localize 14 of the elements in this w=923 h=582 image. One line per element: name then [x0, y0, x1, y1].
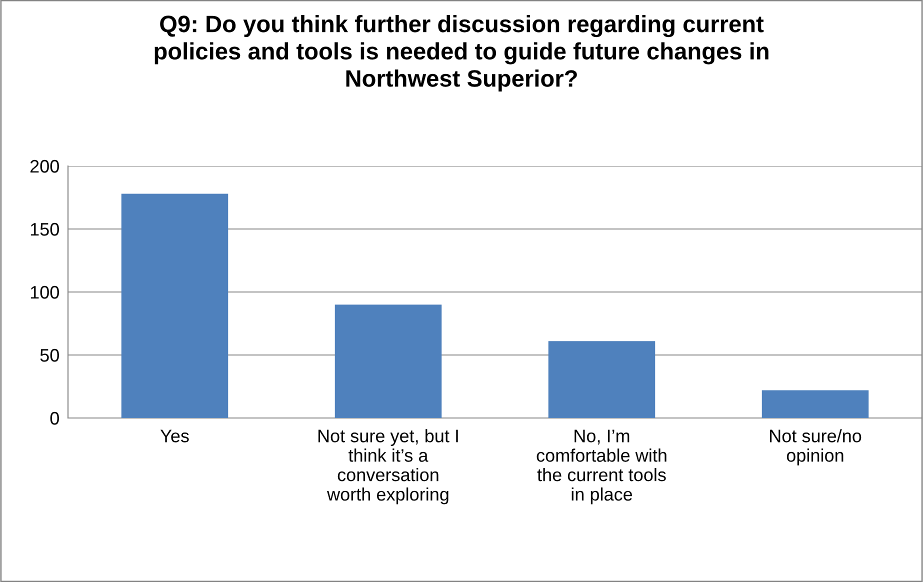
x-tick-label: Not sure yet, but I think it’s a conversation worth exploring: [318, 429, 458, 504]
y-tick-label: 50: [40, 348, 59, 362]
y-tick-label: 200: [30, 160, 59, 173]
x-tick-label: Not sure/no opinion: [770, 429, 862, 466]
x-tick-label: No, I’m comfortable with the current tools in place: [536, 430, 666, 504]
bar: [334, 304, 442, 418]
chart-title: Q9: Do you think further discussion regarding current policies and tools is needed to guide future changes in Northwest Superior?: [154, 15, 768, 92]
bar: [548, 341, 656, 418]
y-tick-label: 0: [50, 412, 59, 425]
bar: [121, 194, 228, 418]
y-tick-label: 100: [30, 286, 59, 299]
bar: [762, 390, 869, 418]
x-tick-label: Yes: [160, 430, 189, 442]
y-tick-label: 150: [30, 222, 59, 236]
